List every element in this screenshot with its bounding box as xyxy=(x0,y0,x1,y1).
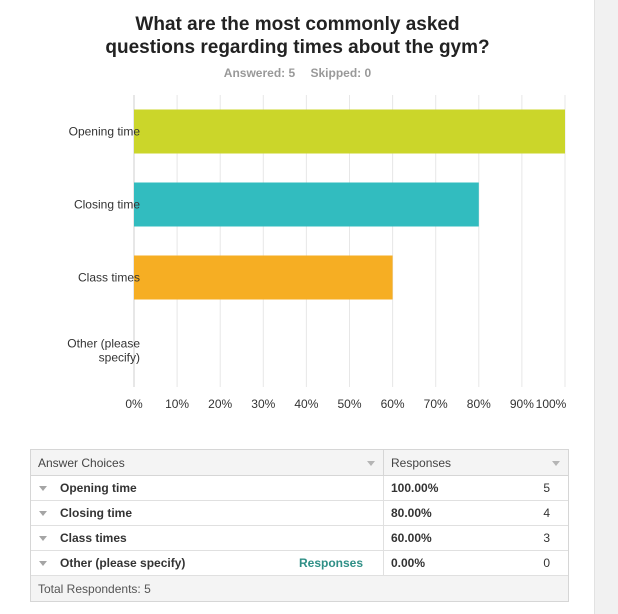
question-title: What are the most commonly asked questio… xyxy=(20,13,575,59)
row-count: 0 xyxy=(543,556,550,570)
bar xyxy=(134,255,393,300)
category-label-line: Opening time xyxy=(69,125,141,139)
x-tick-label: 40% xyxy=(294,397,318,411)
row-percent: 0.00% xyxy=(391,556,426,570)
expand-row-icon[interactable] xyxy=(39,511,47,516)
sort-responses-icon[interactable] xyxy=(552,461,560,466)
column-divider xyxy=(383,526,384,550)
row-percent: 60.00% xyxy=(391,531,432,545)
column-divider xyxy=(383,551,384,575)
bar xyxy=(134,109,565,154)
table-row: Opening time 100.00% 5 xyxy=(31,476,568,501)
row-label: Class times xyxy=(60,531,127,545)
x-tick-label: 20% xyxy=(208,397,232,411)
table-row: Class times 60.00% 3 xyxy=(31,526,568,551)
x-tick-label: 80% xyxy=(467,397,491,411)
category-label: Other (please specify) xyxy=(67,337,140,365)
bar xyxy=(134,182,479,227)
row-label: Opening time xyxy=(60,481,137,495)
column-divider xyxy=(383,476,384,500)
x-tick-label: 60% xyxy=(381,397,405,411)
table-row: Other (please specify) Responses 0.00% 0 xyxy=(31,551,568,576)
answered-count: Answered: 5 xyxy=(223,66,296,80)
response-summary: Answered: 5 Skipped: 0 xyxy=(20,66,575,80)
category-label-line: Other (please xyxy=(67,337,140,351)
x-tick-label: 10% xyxy=(165,397,189,411)
row-percent: 100.00% xyxy=(391,481,439,495)
question-title-line-1: What are the most commonly asked xyxy=(135,14,460,35)
column-header-responses[interactable]: Responses xyxy=(391,456,452,470)
x-tick-label: 30% xyxy=(251,397,275,411)
column-divider xyxy=(383,501,384,525)
expand-row-icon[interactable] xyxy=(39,486,47,491)
column-divider xyxy=(383,450,384,475)
x-tick-label: 0% xyxy=(125,397,143,411)
column-header-answer-choices[interactable]: Answer Choices xyxy=(38,456,125,470)
other-responses-link[interactable]: Responses xyxy=(299,556,364,570)
table-footer: Total Respondents: 5 xyxy=(31,576,568,601)
row-percent: 80.00% xyxy=(391,506,432,520)
category-label: Class times xyxy=(78,271,140,285)
x-tick-label: 100% xyxy=(536,397,567,411)
row-count: 5 xyxy=(543,481,550,495)
table-row: Closing time 80.00% 4 xyxy=(31,501,568,526)
x-tick-label: 70% xyxy=(424,397,448,411)
row-count: 3 xyxy=(543,531,550,545)
x-tick-label: 90% xyxy=(510,397,534,411)
table-header: Answer Choices Responses xyxy=(31,450,568,476)
category-label-line: Class times xyxy=(78,271,140,285)
category-label-line: specify) xyxy=(99,351,140,365)
sort-answer-choices-icon[interactable] xyxy=(367,461,375,466)
expand-row-icon[interactable] xyxy=(39,561,47,566)
row-count: 4 xyxy=(543,506,550,520)
row-label: Other (please specify) xyxy=(60,556,186,570)
row-label: Closing time xyxy=(60,506,133,520)
category-label: Closing time xyxy=(74,198,140,212)
x-tick-label: 50% xyxy=(337,397,361,411)
category-label: Opening time xyxy=(69,125,141,139)
skipped-count: Skipped: 0 xyxy=(310,66,372,80)
responses-table: Answer Choices Responses Opening time 10… xyxy=(30,449,569,602)
question-title-line-2: questions regarding times about the gym? xyxy=(105,37,490,58)
category-label-line: Closing time xyxy=(74,198,140,212)
total-respondents: Total Respondents: 5 xyxy=(38,582,151,596)
page-gutter xyxy=(594,0,618,614)
bar-chart: Opening time Closing time Class times Other… xyxy=(67,95,567,411)
expand-row-icon[interactable] xyxy=(39,536,47,541)
